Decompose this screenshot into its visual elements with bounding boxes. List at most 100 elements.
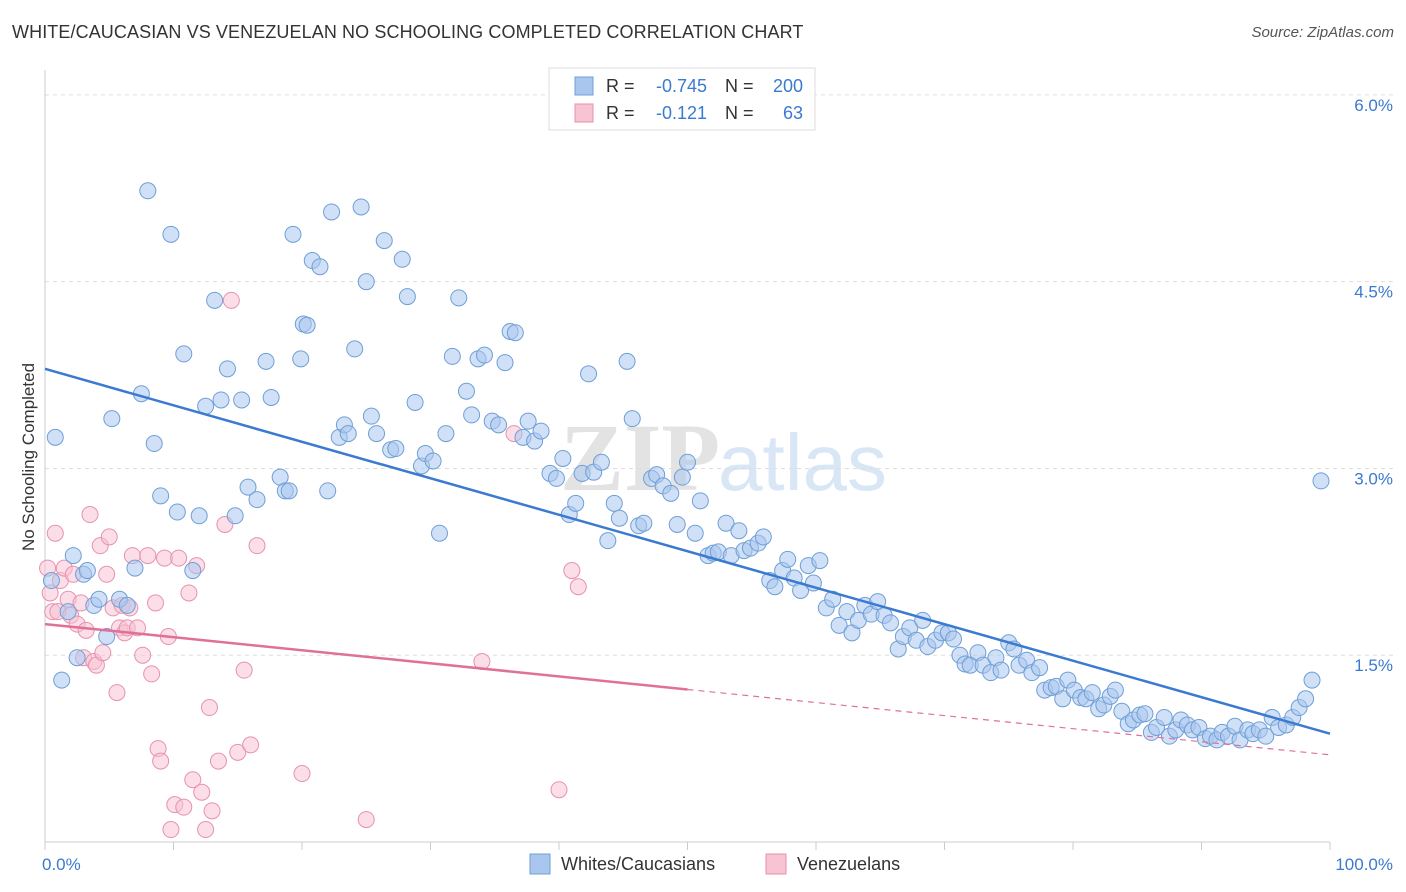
stats-swatch-whites xyxy=(574,76,594,96)
stats-swatch-venezuelans xyxy=(574,103,594,123)
whites-point xyxy=(811,552,829,570)
stats-r-value-whites: -0.745 xyxy=(656,76,707,96)
x-ticks xyxy=(44,842,1331,850)
whites-point xyxy=(90,590,108,608)
x-tick-label-max: 100.0% xyxy=(1335,855,1393,874)
gridlines xyxy=(45,94,1395,656)
venezuelans-point xyxy=(46,524,64,542)
venezuelans-point xyxy=(209,752,227,770)
venezuelans-point xyxy=(184,771,202,789)
whites-point xyxy=(592,453,610,471)
venezuelans-point xyxy=(550,781,568,799)
whites-point xyxy=(226,507,244,525)
whites-point xyxy=(298,316,316,334)
venezuelans-point xyxy=(175,798,193,816)
whites-point xyxy=(992,661,1010,679)
legend-swatch-whites xyxy=(529,853,551,875)
whites-point xyxy=(53,671,71,689)
stats-r-value-venezuelans: -0.121 xyxy=(656,103,707,123)
venezuelans-point xyxy=(180,584,198,602)
whites-point xyxy=(262,388,280,406)
whites-point xyxy=(443,347,461,365)
whites-point xyxy=(779,550,797,568)
y-tick-label: 6.0% xyxy=(1354,96,1393,115)
venezuelans-point xyxy=(100,528,118,546)
whites-point xyxy=(1136,705,1154,723)
y-tick-label: 3.0% xyxy=(1354,469,1393,488)
venezuelans-point xyxy=(152,752,170,770)
whites-point xyxy=(319,482,337,500)
whites-point xyxy=(766,578,784,596)
venezuelans-point xyxy=(81,506,99,524)
whites-point xyxy=(944,630,962,648)
whites-point xyxy=(838,603,856,621)
venezuelans-trend-line xyxy=(44,622,688,691)
whites-point xyxy=(59,603,77,621)
stats-r-label-whites: R = xyxy=(606,76,635,96)
whites-point xyxy=(691,492,709,510)
whites-point xyxy=(1155,708,1173,726)
venezuelans-point xyxy=(77,621,95,639)
whites-point xyxy=(532,422,550,440)
venezuelans-point xyxy=(563,562,581,580)
whites-point xyxy=(126,559,144,577)
whites-point xyxy=(673,468,691,486)
whites-point xyxy=(362,407,380,425)
venezuelans-point xyxy=(235,661,253,679)
whites-point xyxy=(346,340,364,358)
whites-point xyxy=(490,416,508,434)
whites-point xyxy=(393,250,411,268)
venezuelans-point xyxy=(200,699,218,717)
whites-point xyxy=(46,428,64,446)
venezuelans-point xyxy=(147,594,165,612)
venezuelans-point xyxy=(170,549,188,567)
venezuelans-point xyxy=(129,619,147,637)
whites-point xyxy=(1257,727,1275,745)
whites-point xyxy=(233,391,251,409)
whites-point xyxy=(64,547,82,565)
y-axis-label: No Schooling Completed xyxy=(19,363,38,551)
whites-point xyxy=(506,324,524,342)
whites-point xyxy=(599,532,617,550)
whites-point xyxy=(68,649,86,667)
stats-n-label-whites: N = xyxy=(725,76,754,96)
whites-point xyxy=(754,528,772,546)
legend-label-whites: Whites/Caucasians xyxy=(561,854,715,874)
venezuelans-trend-line-extension xyxy=(687,688,1331,756)
whites-point xyxy=(662,484,680,502)
whites-point xyxy=(118,596,136,614)
whites-point xyxy=(168,503,186,521)
legend-label-venezuelans: Venezuelans xyxy=(797,854,900,874)
venezuelans-point xyxy=(156,549,174,567)
whites-point xyxy=(618,352,636,370)
whites-point xyxy=(1083,684,1101,702)
whites-point xyxy=(248,491,266,509)
whites-point xyxy=(717,514,735,532)
whites-point xyxy=(450,289,468,307)
venezuelans-point xyxy=(193,783,211,801)
whites-point xyxy=(519,412,537,430)
venezuelans-point xyxy=(229,743,247,761)
stats-r-label-venezuelans: R = xyxy=(606,103,635,123)
whites-point xyxy=(406,393,424,411)
whites-point xyxy=(257,352,275,370)
venezuelans-point xyxy=(293,765,311,783)
stats-legend: R = -0.745 N = 200 R = -0.121 N = 63 xyxy=(548,67,816,131)
whites-point xyxy=(339,425,357,443)
whites-point xyxy=(1297,690,1315,708)
whites-point xyxy=(206,291,224,309)
venezuelans-point xyxy=(108,684,126,702)
venezuelans-point xyxy=(94,644,112,662)
whites-point xyxy=(352,198,370,216)
stats-n-label-venezuelans: N = xyxy=(725,103,754,123)
venezuelans-point xyxy=(203,802,221,820)
venezuelans-point xyxy=(248,537,266,555)
whites-point xyxy=(139,182,157,200)
whites-point xyxy=(424,452,442,470)
whites-point xyxy=(145,435,163,453)
whites-point xyxy=(882,614,900,632)
whites-point xyxy=(375,232,393,250)
whites-point xyxy=(496,354,514,372)
whites-points xyxy=(42,182,1330,749)
venezuelans-point xyxy=(242,736,260,754)
